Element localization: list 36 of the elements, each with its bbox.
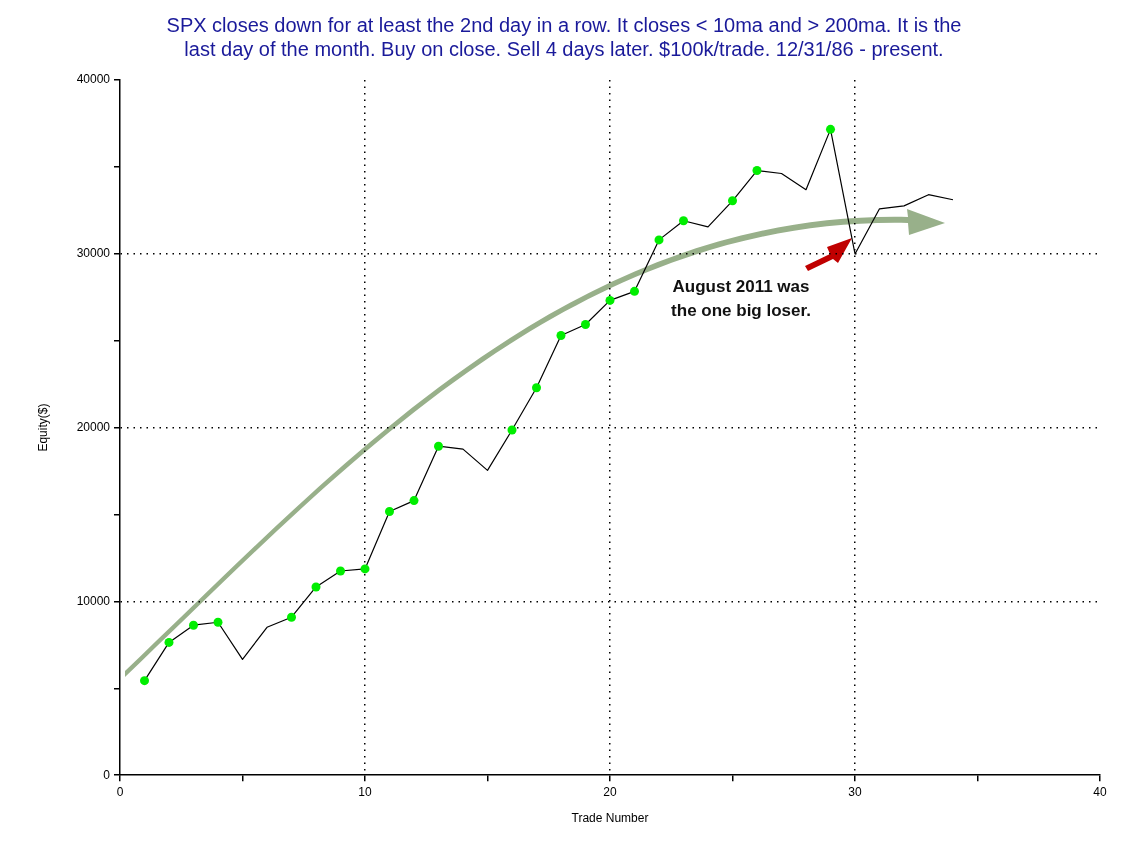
y-tick-label: 40000: [76, 72, 111, 87]
point: [581, 320, 590, 330]
point: [434, 441, 443, 451]
point: [360, 564, 370, 574]
y-tick-label: 0: [103, 767, 111, 782]
annotation: August 2011 was the one big loser.: [671, 276, 811, 320]
chart-title: SPX closes down for at least the 2nd day in a row. It closes < 10ma and > 200ma. It is the last day of the month. Buy on close. Sell 4 days later. $100k/trade. 12/31/86 - present.: [166, 13, 962, 60]
point: [728, 196, 737, 206]
point: [826, 124, 835, 134]
point: [556, 330, 566, 340]
x-tick-label: 40: [1093, 784, 1107, 799]
point: [287, 612, 296, 622]
point: [605, 295, 615, 305]
x-tick-label: 20: [603, 784, 617, 799]
point: [213, 617, 223, 627]
point: [311, 582, 321, 592]
x-tick-label: 10: [358, 784, 372, 799]
point: [630, 286, 639, 296]
y-axis-title: Equity($): [35, 403, 50, 452]
y-tick-label: 30000: [76, 246, 111, 261]
x-axis-title: Trade Number: [571, 811, 649, 826]
point: [679, 216, 688, 226]
point: [189, 620, 198, 630]
x-tick-label: 30: [848, 784, 862, 799]
point: [654, 235, 664, 245]
y-tick-label: 10000: [76, 593, 111, 608]
x-tick-label: 0: [116, 784, 124, 799]
point: [385, 507, 394, 517]
point: [336, 566, 345, 576]
point: [752, 166, 762, 176]
y-tick-label: 20000: [76, 419, 111, 434]
point: [409, 496, 419, 506]
point: [164, 637, 174, 647]
point: [532, 383, 541, 393]
point: [507, 425, 517, 435]
point: [140, 676, 149, 686]
